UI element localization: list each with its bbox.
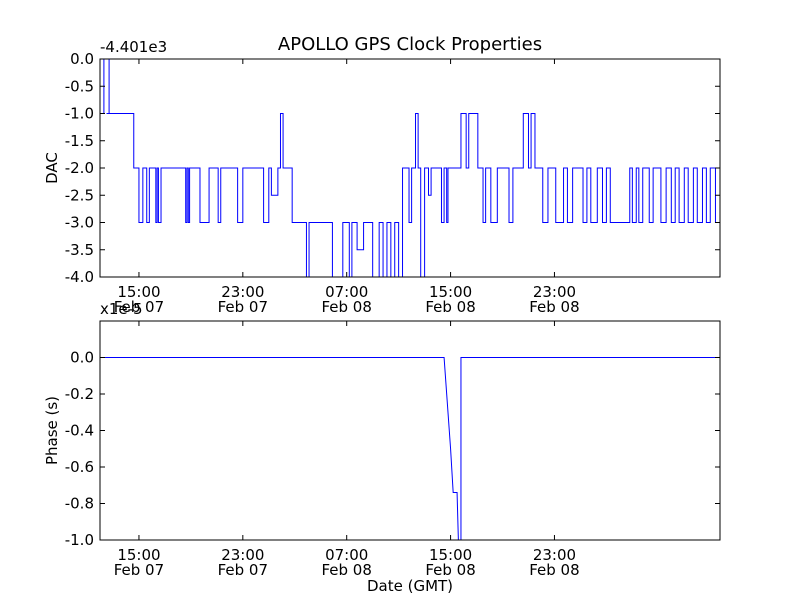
x-tick-label: 15:00: [117, 546, 160, 564]
y-tick-label: -1.0: [65, 531, 94, 549]
x-tick-label: Feb 08: [321, 298, 371, 316]
y-tick-label: 0.0: [70, 50, 94, 68]
dac-series-line: [100, 59, 720, 277]
y-tick-label: -3.0: [65, 214, 94, 232]
y-axis-label: DAC: [43, 152, 61, 184]
x-tick-label: 23:00: [533, 283, 576, 301]
x-tick-label: Feb 08: [321, 561, 371, 579]
y-tick-label: -3.5: [65, 241, 94, 259]
y-tick-label: -1.0: [65, 105, 94, 123]
x-tick-label: Feb 07: [114, 561, 164, 579]
x-axis-label: Date (GMT): [367, 577, 453, 595]
y-tick-label: -0.6: [65, 458, 94, 476]
x-tick-label: Feb 08: [425, 561, 475, 579]
chart-title: APOLLO GPS Clock Properties: [278, 34, 542, 55]
x-tick-label: 07:00: [325, 546, 368, 564]
axis-offset-text: -4.401e3: [100, 38, 167, 56]
y-tick-label: -0.5: [65, 77, 94, 95]
x-tick-label: Feb 07: [114, 298, 164, 316]
y-tick-label: -1.5: [65, 132, 94, 150]
x-tick-label: Feb 08: [425, 298, 475, 316]
y-tick-label: -0.8: [65, 495, 94, 513]
y-tick-label: 0.0: [70, 349, 94, 367]
x-tick-label: 23:00: [533, 546, 576, 564]
x-tick-label: 23:00: [221, 283, 264, 301]
x-tick-label: Feb 07: [218, 561, 268, 579]
x-tick-label: 15:00: [429, 546, 472, 564]
y-tick-label: -2.0: [65, 159, 94, 177]
x-tick-label: 15:00: [429, 283, 472, 301]
y-tick-label: -0.4: [65, 422, 94, 440]
y-tick-label: -2.5: [65, 186, 94, 204]
axis-offset-text: x1e-5: [100, 300, 143, 318]
x-tick-label: 23:00: [221, 546, 264, 564]
phase-series-line: [100, 357, 720, 540]
y-tick-label: -4.0: [65, 268, 94, 286]
y-tick-label: -0.2: [65, 385, 94, 403]
axes-frame: [99, 320, 721, 541]
dac-panel: 0.0 -0.5 -1.0 -1.5 -2.0 -2.5 -3.0 -3.5 -4.0 15:00…: [43, 38, 721, 316]
x-tick-label: 07:00: [325, 283, 368, 301]
x-tick-label: 15:00: [117, 283, 160, 301]
x-tick-label: Feb 08: [529, 298, 579, 316]
x-tick-label: Feb 07: [218, 298, 268, 316]
x-tick-label: Feb 08: [529, 561, 579, 579]
y-axis-label: Phase (s): [43, 396, 61, 465]
